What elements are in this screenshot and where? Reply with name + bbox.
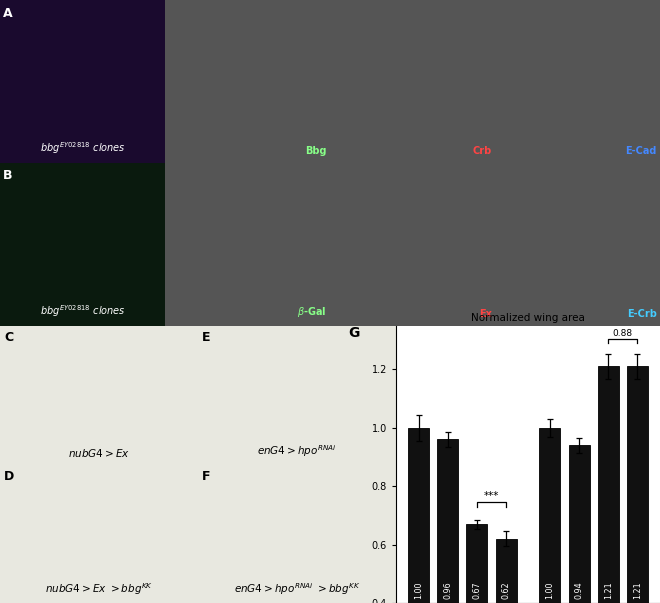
Text: E-Cad: E-Cad <box>625 147 657 156</box>
Text: 1.00: 1.00 <box>414 581 423 599</box>
Text: $nubG4>Ex\ >bbg^{KK}$: $nubG4>Ex\ >bbg^{KK}$ <box>45 582 153 598</box>
Text: 0.67: 0.67 <box>473 581 481 599</box>
Text: C: C <box>4 331 13 344</box>
Text: 1.21: 1.21 <box>633 581 642 599</box>
Text: D: D <box>4 470 15 483</box>
Text: G: G <box>348 326 360 339</box>
Text: Crb: Crb <box>473 147 492 156</box>
Text: Bbg: Bbg <box>305 147 327 156</box>
Bar <box>408 428 429 603</box>
Text: 1.00: 1.00 <box>545 581 554 599</box>
Text: $bbg^{EY02818}$ clones: $bbg^{EY02818}$ clones <box>40 140 125 156</box>
Bar <box>598 367 619 603</box>
Text: $nubG4>Ex$: $nubG4>Ex$ <box>68 447 130 459</box>
Text: 0.94: 0.94 <box>575 581 583 599</box>
Text: Ex: Ex <box>478 309 492 319</box>
Text: $enG4>hpo^{RNAi}$: $enG4>hpo^{RNAi}$ <box>257 443 337 459</box>
Text: $bbg^{EY02818}$ clones: $bbg^{EY02818}$ clones <box>40 303 125 319</box>
Bar <box>568 446 589 603</box>
Text: ***: *** <box>484 491 499 501</box>
Text: 0.96: 0.96 <box>444 581 452 599</box>
Text: 0.88: 0.88 <box>613 329 633 338</box>
Bar <box>437 440 458 603</box>
Bar <box>539 428 560 603</box>
Bar <box>467 524 488 603</box>
Text: 1.21: 1.21 <box>604 581 612 599</box>
Title: Normalized wing area: Normalized wing area <box>471 314 585 323</box>
Bar <box>496 538 517 603</box>
Text: $\beta$-Gal: $\beta$-Gal <box>297 305 327 319</box>
Text: E-Crb: E-Crb <box>627 309 657 319</box>
Bar <box>627 367 648 603</box>
Text: $enG4>hpo^{RNAi}\ >bbg^{KK}$: $enG4>hpo^{RNAi}\ >bbg^{KK}$ <box>234 582 360 598</box>
Text: A: A <box>3 7 13 19</box>
Text: E: E <box>202 331 211 344</box>
Text: F: F <box>202 470 211 483</box>
Text: 0.62: 0.62 <box>502 581 511 599</box>
Text: B: B <box>3 169 13 182</box>
